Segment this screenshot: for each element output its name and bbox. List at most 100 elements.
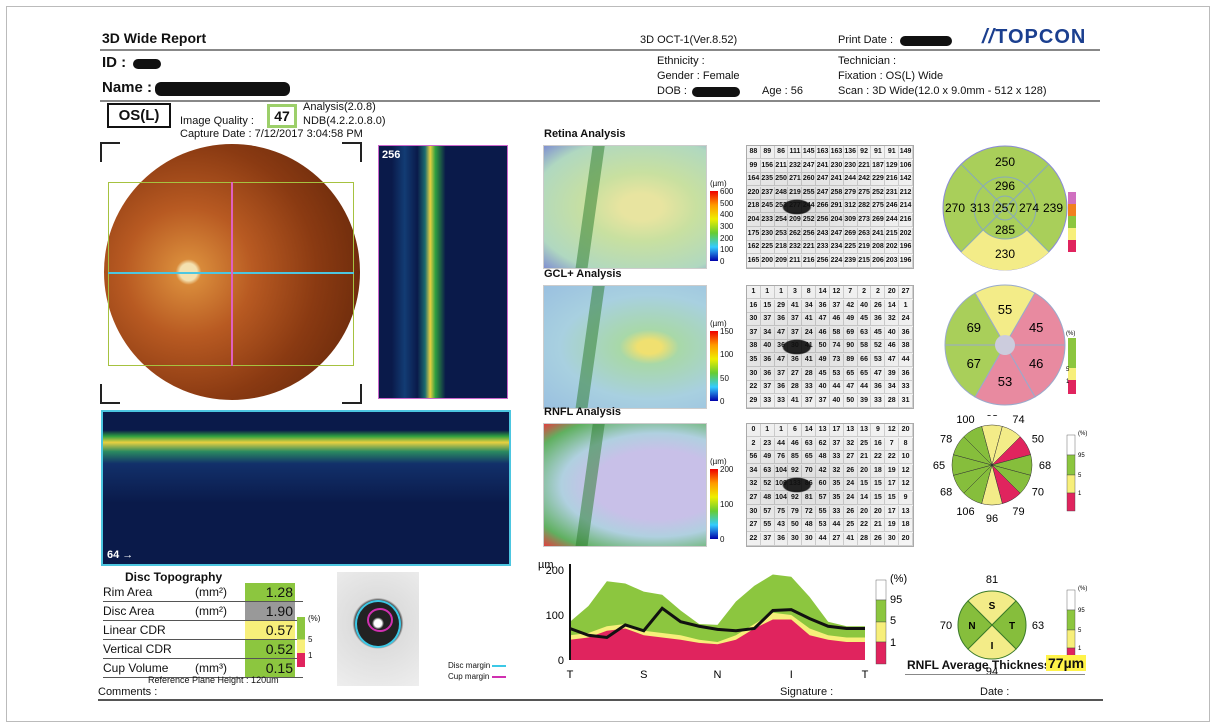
disc-topography-table: Rim Area (mm²) 1.28 Disc Area (mm²) 1.90 Linea… [103, 583, 303, 678]
grid-cell: 253 [774, 200, 789, 214]
grid-cell: 36 [899, 367, 913, 381]
rnfl-clock-value: 68 [940, 487, 952, 499]
grid-cell: 21 [857, 451, 872, 465]
grid-cell: 255 [802, 186, 817, 200]
grid-cell: 163 [816, 146, 830, 160]
redacted-dob [692, 87, 740, 97]
grid-cell: 46 [829, 313, 844, 327]
grid-cell: 15 [857, 478, 872, 492]
grid-cell: 230 [760, 227, 775, 241]
grid-cell: 235 [760, 173, 775, 187]
legend-swatch [1068, 368, 1076, 380]
cup-margin-legend: Cup margin [448, 672, 506, 681]
legend-label: 1 [1078, 491, 1082, 497]
grid-cell: 26 [843, 505, 858, 519]
grid-cell: 90 [843, 340, 858, 354]
grid-cell: 76 [774, 451, 789, 465]
scale-label: 150 [720, 327, 734, 336]
grid-cell: 218 [747, 200, 761, 214]
grid-cell: 44 [816, 532, 830, 546]
grid-cell: 111 [788, 146, 803, 160]
divider [98, 699, 1103, 701]
grid-cell: 233 [816, 241, 830, 255]
grid-cell: 30 [788, 340, 803, 354]
grid-cell: 42 [843, 299, 858, 313]
sector-inferior-outer [961, 230, 1049, 271]
rnfl-clock-value: 74 [1012, 415, 1024, 426]
grid-cell: 14 [816, 286, 830, 300]
grid-cell: 37 [816, 394, 830, 408]
grid-cell: 253 [774, 227, 789, 241]
y-tick-label: 0 [558, 655, 564, 667]
grid-cell: 62 [816, 437, 830, 451]
grid-cell: 247 [802, 159, 817, 173]
grid-cell: 27 [829, 532, 844, 546]
grid-cell: 282 [857, 200, 872, 214]
grid-cell: 30 [788, 532, 803, 546]
grid-cell: 49 [816, 354, 830, 368]
ndb-version: NDB(4.2.2.0.8.0) [303, 115, 386, 127]
disc-topography-title: Disc Topography [125, 570, 223, 584]
disc-row: Disc Area (mm²) 1.90 [103, 602, 303, 621]
grid-cell: 7 [843, 286, 858, 300]
grid-cell: 14 [857, 492, 872, 506]
grid-cell: 208 [871, 241, 886, 255]
grid-cell: 36 [774, 340, 789, 354]
grid-cell: 254 [774, 214, 789, 228]
grid-cell: 104 [774, 464, 789, 478]
logo-icon: // [982, 26, 996, 48]
grid-cell: 44 [829, 381, 844, 395]
grid-cell: 15 [871, 492, 886, 506]
grid-cell: 250 [774, 173, 789, 187]
grid-cell: 20 [899, 532, 913, 546]
grid-cell: 69 [843, 326, 858, 340]
grid-cell: 14 [885, 299, 900, 313]
scale-label: 100 [720, 500, 734, 509]
legend-swatch [1066, 492, 1076, 512]
grid-cell: 37 [760, 313, 775, 327]
print-date-label: Print Date : [838, 34, 894, 46]
y-tick-label: 100 [546, 610, 564, 622]
legend-swatch [1066, 454, 1076, 476]
divider [100, 100, 1100, 102]
grid-cell: 246 [885, 200, 900, 214]
rnfl-clock-value: 78 [940, 434, 952, 446]
grid-cell: 23 [760, 437, 775, 451]
disc-row-value: 0.57 [245, 621, 295, 639]
x-tick-label: T [567, 669, 574, 681]
retina-color-scale [710, 191, 718, 261]
disc-image [337, 572, 419, 686]
grid-cell: 41 [843, 532, 858, 546]
grid-cell: 279 [843, 186, 858, 200]
legend-label: (%) [890, 573, 907, 585]
band-1 [570, 619, 865, 660]
grid-cell: 162 [747, 241, 761, 255]
grid-cell: 263 [857, 227, 872, 241]
rnfl-average-value: 77µm [1046, 655, 1087, 671]
scale-unit: (µm) [710, 319, 727, 328]
grid-cell: 269 [843, 227, 858, 241]
grid-cell: 37 [747, 326, 761, 340]
quadrant-key: I [991, 641, 994, 652]
sector-value-outer_s: 250 [995, 155, 1015, 169]
image-quality-label: Image Quality : [180, 115, 254, 127]
grid-cell: 221 [857, 159, 872, 173]
grid-cell: 233 [760, 214, 775, 228]
scan-info: Scan : 3D Wide(12.0 x 9.0mm - 512 x 128) [838, 85, 1047, 97]
gcl-analysis-title: GCL+ Analysis [544, 268, 622, 280]
grid-cell: 47 [871, 367, 886, 381]
redacted-print-date [900, 36, 952, 46]
grid-cell: 230 [829, 159, 844, 173]
grid-cell: 63 [802, 437, 817, 451]
grid-cell: 216 [885, 173, 900, 187]
rnfl-clock-value: 68 [986, 415, 998, 419]
grid-cell: 13 [899, 505, 913, 519]
rnfl-clock-value: 65 [933, 460, 945, 472]
scale-label: 0 [720, 397, 725, 406]
grid-cell: 41 [802, 354, 817, 368]
grid-cell: 164 [747, 173, 761, 187]
cup-margin-outline [367, 608, 393, 632]
ethnicity: Ethnicity : [657, 55, 705, 67]
retina-thickness-map [543, 145, 707, 269]
